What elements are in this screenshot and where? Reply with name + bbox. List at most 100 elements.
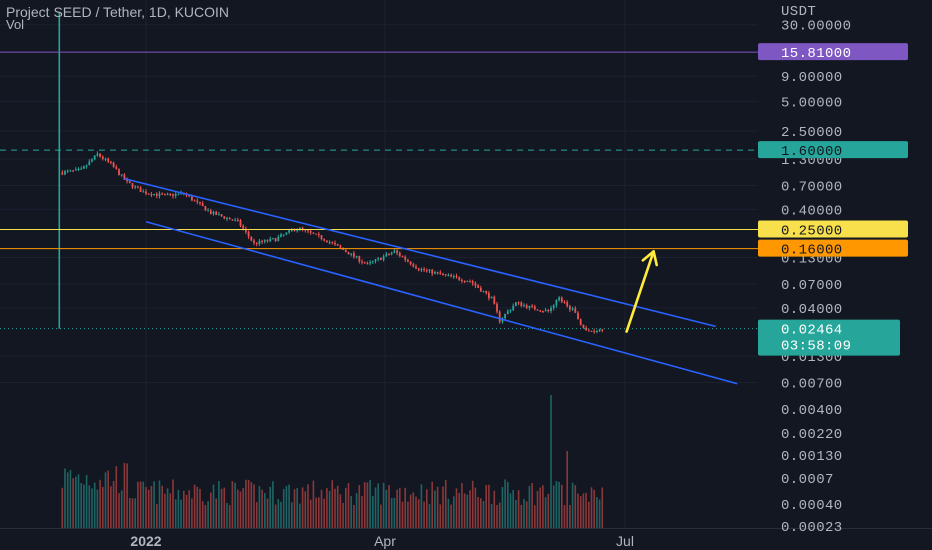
volume-bar (172, 479, 174, 528)
volume-bar (409, 494, 412, 528)
candle-body (258, 240, 261, 245)
candle-body (371, 261, 374, 263)
candle-body (488, 293, 490, 299)
candle-body (126, 179, 128, 182)
volume-bar (285, 486, 288, 528)
volume-bar (490, 504, 493, 528)
candle-body (485, 291, 488, 294)
volume-bar (536, 490, 539, 528)
level-tag-label: 0.16000 (781, 243, 843, 259)
volume-bar (515, 499, 517, 528)
volume-bar (80, 483, 82, 528)
volume-bar (161, 485, 163, 528)
candle-body (482, 291, 485, 293)
volume-bar (220, 488, 223, 528)
level-tag (758, 220, 908, 238)
volume-bar (253, 484, 255, 528)
volume-bar (156, 504, 158, 528)
candle-body (520, 302, 523, 307)
candle-body (517, 302, 520, 304)
candle-body (223, 216, 226, 219)
candle-body (506, 311, 509, 314)
volume-bar (147, 489, 150, 528)
chart-grid (0, 0, 932, 529)
volume-bar (385, 489, 388, 528)
candle-body (101, 156, 104, 159)
candle-body (523, 305, 525, 307)
candle-body (83, 166, 85, 169)
candle-body (274, 238, 277, 242)
candle-body (582, 324, 585, 328)
candle-body (169, 194, 172, 196)
candle-body (388, 253, 390, 255)
candle-body (312, 232, 315, 234)
volume-bar (517, 490, 520, 528)
candle-body (393, 250, 396, 253)
volume-bar (363, 482, 366, 528)
volume-bar (296, 488, 298, 528)
candle-body (199, 201, 201, 204)
volume-bar (61, 487, 64, 528)
volume-bar (242, 488, 244, 528)
candle-body (404, 256, 407, 260)
volume-bar (191, 498, 193, 528)
volume-bar (401, 501, 404, 528)
volume-bar (320, 489, 323, 528)
candle-body (407, 259, 409, 262)
volume-bar (539, 487, 541, 528)
volume-bar (390, 498, 393, 528)
volume-bar (193, 484, 196, 528)
volume-bar (145, 486, 147, 528)
volume-bar (188, 490, 190, 528)
candle-body (326, 240, 328, 243)
volume-bar (91, 488, 93, 528)
volume-bar (434, 490, 436, 528)
time-tick-label: Apr (374, 533, 396, 549)
candle-body (288, 230, 290, 233)
target-arrow[interactable] (625, 250, 659, 333)
candle-body (88, 161, 91, 166)
volume-bar (345, 487, 347, 528)
price-axis[interactable]: USDT 30.000009.000005.000002.500001.3000… (781, 4, 851, 536)
candle-body (234, 219, 236, 221)
candle-body (96, 153, 99, 156)
volume-bar (355, 493, 358, 528)
volume-bar (399, 487, 401, 528)
time-axis[interactable]: 2022 Apr Jul (130, 533, 634, 549)
candle-body (344, 249, 347, 252)
chart-title[interactable]: Project SEED / Tether, 1D, KUCOIN (6, 4, 230, 20)
volume-bar (374, 487, 377, 528)
candle-body (458, 277, 461, 280)
volume-bar (315, 497, 317, 528)
volume-tick-label: 0.00220 (781, 427, 843, 443)
volume-bar (423, 501, 425, 528)
volume-bar (258, 486, 261, 528)
candle-body (525, 305, 528, 308)
candle-body (150, 193, 153, 196)
candle-body (382, 256, 385, 260)
price-tick-label: 0.70000 (781, 179, 843, 195)
trend-channel[interactable] (124, 177, 738, 385)
candle-body (447, 274, 450, 276)
volume-bar (204, 505, 207, 528)
volume-bar (64, 468, 66, 528)
level-tag-label: 0.25000 (781, 224, 843, 240)
volume-bar (158, 480, 161, 528)
candle-body (439, 272, 442, 274)
candle-body (563, 301, 566, 303)
candle-body (412, 264, 415, 267)
candle-body (536, 309, 539, 311)
volume-bar (555, 481, 558, 528)
candle-body (239, 219, 242, 226)
volume-bar (588, 501, 590, 528)
volume-bar (99, 479, 101, 528)
volume-bar (547, 493, 550, 528)
candle-body (415, 266, 417, 269)
volume-bar (142, 481, 145, 528)
volume-bar (336, 485, 339, 528)
candle-body (110, 161, 112, 163)
last-price-tag (758, 319, 900, 356)
candle-body (328, 242, 331, 244)
candle-body (120, 174, 123, 176)
